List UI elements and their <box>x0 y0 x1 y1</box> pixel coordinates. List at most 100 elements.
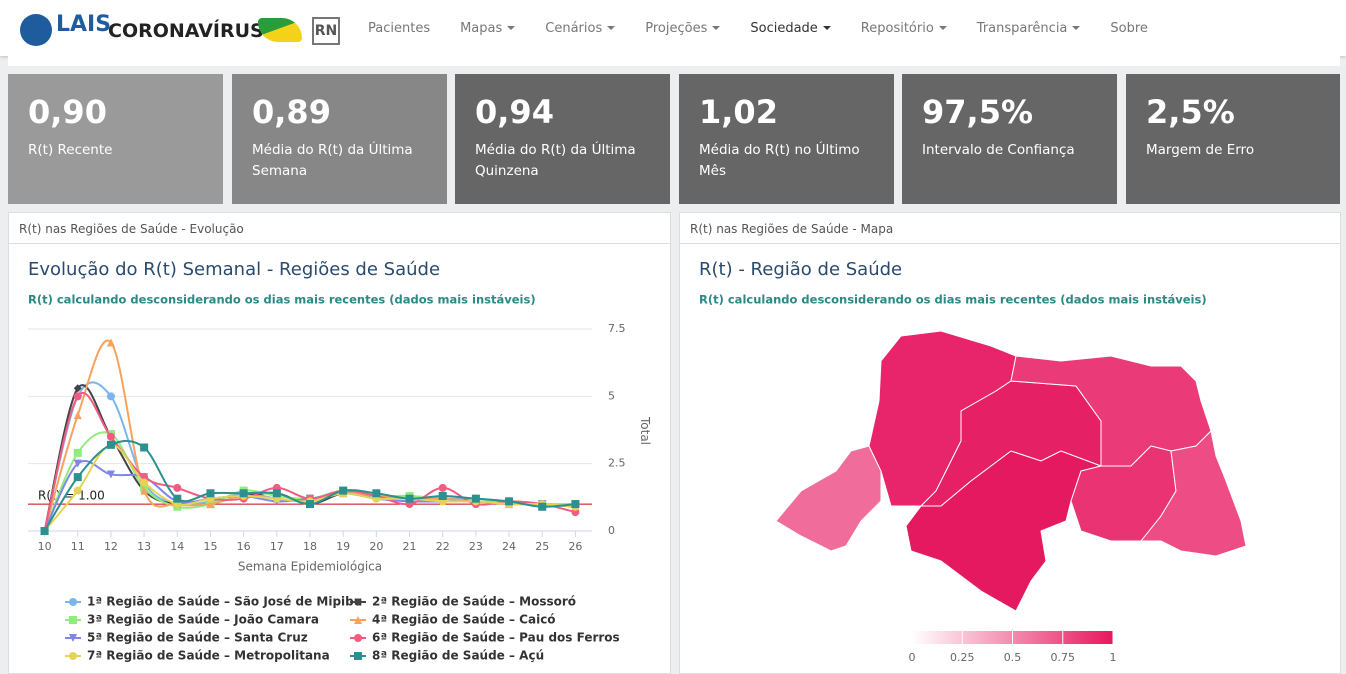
marker <box>140 443 149 452</box>
marker <box>73 392 82 401</box>
marker <box>173 494 182 503</box>
legend-marker <box>354 652 362 660</box>
chart-subtitle: R(t) calculando desconsiderando os dias … <box>28 293 536 307</box>
stat-value: 0,94 <box>475 93 554 131</box>
marker <box>73 459 82 468</box>
x-tick-label: 13 <box>137 540 151 553</box>
x-tick-label: 24 <box>502 540 516 553</box>
stat-card: 1,02 Média do R(t) no Último Mês <box>679 74 894 204</box>
marker <box>73 486 82 495</box>
stat-card: 2,5% Margem de Erro <box>1126 74 1340 204</box>
page: LAIS CORONAVÍRUS RN Pacientes Mapas Cená… <box>0 0 1346 658</box>
marker <box>538 502 547 511</box>
x-tick-label: 11 <box>71 540 85 553</box>
marker <box>73 411 82 420</box>
series-line <box>43 384 576 532</box>
legend-label[interactable]: 7ª Região de Saúde – Metropolitana <box>87 649 330 663</box>
marker <box>571 500 580 509</box>
navbar: LAIS CORONAVÍRUS RN Pacientes Mapas Cená… <box>0 0 1346 56</box>
legend-marker <box>354 598 362 606</box>
y-tick-label: 0 <box>608 524 615 537</box>
map-regions <box>775 330 1247 612</box>
marker <box>106 470 115 479</box>
stat-card: 97,5% Intervalo de Confiança <box>902 74 1117 204</box>
x-tick-label: 19 <box>336 540 350 553</box>
y-axis-title: Total <box>638 416 652 445</box>
map-panel: R(t) nas Regiões de Saúde - Mapa R(t) - … <box>679 212 1341 674</box>
stat-label: R(t) Recente <box>28 142 113 158</box>
marker <box>339 486 348 495</box>
chart-title: Evolução do R(t) Semanal - Regiões de Sa… <box>28 259 440 280</box>
marker <box>106 440 115 449</box>
marker <box>306 500 314 509</box>
stat-value: 0,90 <box>28 93 107 131</box>
nav-item[interactable]: Transparência <box>965 0 1093 56</box>
map-region[interactable] <box>905 450 1103 612</box>
flag-icon <box>258 18 302 42</box>
nav-item[interactable]: Sobre <box>1110 21 1148 36</box>
map-chart: R(t) - Região de Saúde R(t) calculando d… <box>699 259 1247 664</box>
stat-card: 0,89 Média do R(t) da Última Semana <box>232 74 447 204</box>
legend-marker <box>354 634 362 642</box>
x-tick-label: 12 <box>104 540 118 553</box>
legend-label[interactable]: 5ª Região de Saúde – Santa Cruz <box>87 631 308 645</box>
series-line <box>43 392 576 532</box>
x-tick-label: 21 <box>403 540 417 553</box>
nav-item[interactable]: Projeções <box>633 0 732 56</box>
line-chart: Evolução do R(t) Semanal - Regiões de Sa… <box>28 259 652 663</box>
logo-text[interactable]: LAIS <box>56 12 112 37</box>
stat-label: Intervalo de Confiança <box>922 142 1075 158</box>
logo-icon[interactable] <box>20 14 52 46</box>
panel-strip <box>8 56 1340 66</box>
marker <box>73 384 82 393</box>
chart-panel: R(t) nas Regiões de Saúde - Evolução Evo… <box>8 212 671 674</box>
stat-label: Margem de Erro <box>1146 142 1255 158</box>
stat-card: 0,94 Média do R(t) da Última Quinzena <box>455 74 670 204</box>
map-region[interactable] <box>775 445 882 552</box>
marker <box>438 483 447 492</box>
x-tick-label: 10 <box>38 540 52 553</box>
marker <box>140 486 149 495</box>
brand[interactable]: CORONAVÍRUS <box>108 20 264 42</box>
x-tick-label: 17 <box>270 540 284 553</box>
stat-label: Média do R(t) da Última Semana <box>252 142 413 179</box>
map-subtitle: R(t) calculando desconsiderando os dias … <box>699 293 1207 307</box>
nav-item[interactable]: Cenários <box>533 0 627 56</box>
marker <box>140 478 149 487</box>
legend-label[interactable]: 2ª Região de Saúde – Mossoró <box>372 595 576 609</box>
x-tick-label: 18 <box>303 540 317 553</box>
nav-item[interactable]: Sociedade <box>738 0 842 56</box>
map-region[interactable] <box>1139 429 1247 557</box>
marker <box>438 491 447 500</box>
reference-label: R(t) = 1.00 <box>38 489 105 503</box>
y-tick-label: 7.5 <box>608 322 626 335</box>
series-line <box>43 443 576 532</box>
legend-label[interactable]: 8ª Região de Saúde – Açú <box>372 649 544 663</box>
nav-item[interactable]: Repositório <box>849 0 959 56</box>
marker <box>40 527 49 535</box>
marker <box>206 500 215 509</box>
stat-value: 2,5% <box>1146 93 1235 131</box>
legend-label[interactable]: 3ª Região de Saúde – João Camara <box>87 613 319 627</box>
marker <box>173 483 182 492</box>
x-tick-label: 26 <box>568 540 582 553</box>
series-line <box>43 381 576 532</box>
legend-marker <box>69 634 77 642</box>
stat-value: 1,02 <box>699 93 778 131</box>
marker <box>239 489 248 498</box>
x-tick-label: 23 <box>469 540 483 553</box>
nav-item[interactable]: Mapas <box>448 0 527 56</box>
legend-label[interactable]: 6ª Região de Saúde – Pau dos Ferros <box>372 631 620 645</box>
marker <box>272 489 281 498</box>
marker <box>106 338 115 347</box>
legend-marker <box>354 616 362 624</box>
legend-label[interactable]: 4ª Região de Saúde – Caicó <box>372 613 556 627</box>
nav-item[interactable]: Pacientes <box>368 21 431 36</box>
x-tick-label: 15 <box>203 540 217 553</box>
marker <box>471 494 480 503</box>
series-line <box>43 431 576 532</box>
stat-label: Média do R(t) no Último Mês <box>699 142 860 179</box>
stat-card: 0,90 R(t) Recente <box>8 74 223 204</box>
marker <box>372 489 381 498</box>
legend-label[interactable]: 1ª Região de Saúde – São José de Mipibu <box>87 595 362 609</box>
